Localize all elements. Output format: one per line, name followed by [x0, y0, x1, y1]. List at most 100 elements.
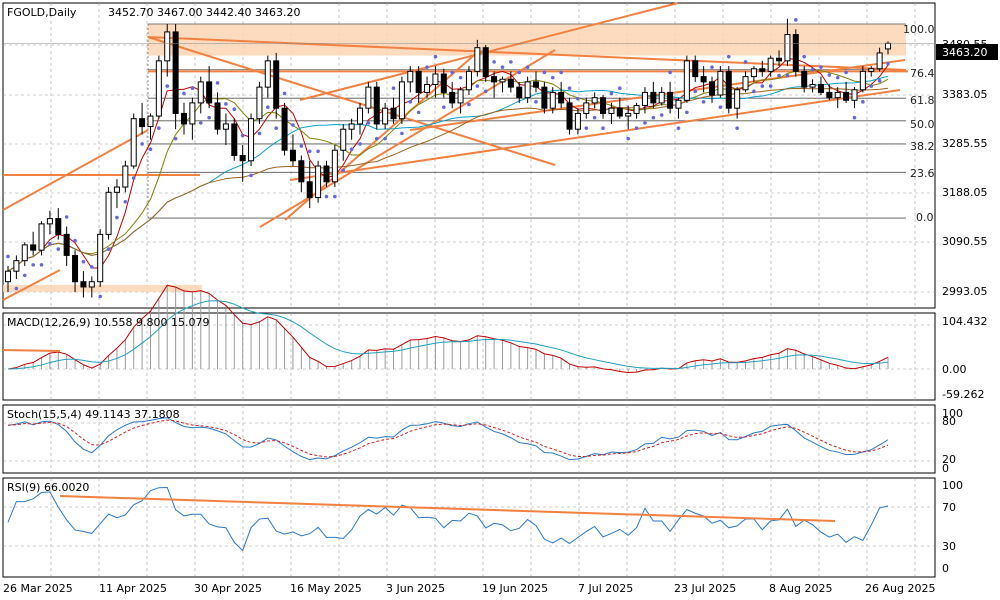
sar-dot [307, 149, 312, 154]
candle-body [189, 102, 196, 125]
fib-label: 61.8 [910, 94, 935, 107]
sar-dot [492, 60, 496, 64]
candle-body [298, 160, 305, 183]
candle-body [356, 107, 364, 125]
sar-dot [685, 110, 689, 115]
fib-label: 50.0 [910, 118, 935, 131]
candle-body [222, 123, 229, 130]
sar-dot [198, 121, 203, 125]
price-panel [2, 2, 936, 309]
stochastic-indicator [7, 417, 889, 461]
sar-dot [567, 86, 572, 90]
candle-body [843, 91, 850, 101]
sar-dot [743, 60, 748, 64]
candle-body [725, 70, 732, 109]
sar-dot [56, 247, 61, 251]
sar-dot [735, 126, 739, 130]
date-label: 19 Jun 2025 [482, 582, 548, 595]
sar-dot [559, 70, 563, 75]
stoch-axis: 100 80 20 0 [942, 407, 963, 475]
candle-body [424, 84, 431, 93]
candle-body [750, 68, 757, 78]
macd-tick: 104.432 [942, 315, 988, 328]
candle-body [147, 115, 154, 128]
candle-body [72, 254, 79, 283]
candle-body [583, 102, 590, 114]
candle-body [105, 191, 112, 235]
sar-dot [542, 70, 547, 75]
candle-body [398, 81, 405, 120]
rsi-line [7, 486, 889, 552]
candle-body [264, 60, 271, 88]
sar-dot [81, 259, 86, 264]
sar-dot [90, 265, 94, 269]
candle-body [306, 181, 313, 199]
candle-body [641, 91, 648, 107]
candle-body [390, 107, 397, 120]
trendline [289, 89, 901, 181]
candle-body [876, 52, 883, 70]
price-tick: 2993.05 [942, 285, 988, 298]
moving-average-line [7, 58, 889, 272]
stoch-panel [2, 404, 936, 474]
candle-body [658, 91, 665, 104]
candle-body [859, 70, 866, 91]
candle-body [30, 244, 37, 251]
date-axis: 26 Mar 2025 11 Apr 2025 30 Apr 2025 16 M… [3, 582, 935, 595]
candle-body [482, 47, 489, 78]
date-label: 26 Mar 2025 [3, 582, 73, 595]
sar-dot [123, 199, 128, 204]
sar-dot [852, 115, 857, 120]
sar-dot [668, 70, 672, 75]
sar-dot [483, 89, 488, 94]
candle-body [449, 91, 456, 104]
sar-dot [182, 91, 186, 96]
candle-body [817, 84, 824, 93]
sar-dot [207, 115, 211, 120]
rsi-tick: 30 [942, 540, 956, 553]
candlesticks [3, 18, 935, 298]
date-label: 26 Aug 2025 [865, 582, 935, 595]
candle-body [600, 97, 607, 114]
rsi-tick: 0 [942, 562, 949, 575]
candle-body [767, 57, 774, 72]
candle-body [884, 42, 892, 50]
candle-body [784, 34, 791, 62]
candle-body [708, 81, 716, 96]
sar-dot [282, 91, 287, 96]
macd-tick: 0.00 [942, 363, 967, 376]
sar-dot [827, 73, 832, 77]
macd-panel [2, 312, 936, 401]
trendline [2, 129, 149, 211]
sar-dot [777, 73, 781, 78]
sar-dot [131, 176, 136, 180]
candle-body [608, 107, 615, 114]
candle-body [868, 68, 875, 72]
price-tick: 3188.05 [942, 186, 988, 199]
candle-body [130, 118, 137, 167]
candle-body [440, 73, 447, 93]
trendline [2, 269, 61, 301]
rsi-tick: 70 [942, 501, 956, 514]
sar-dot [886, 61, 890, 66]
candle-body [566, 102, 573, 130]
candle-body [340, 128, 347, 151]
sar-dot [215, 81, 220, 85]
sar-dot [299, 144, 304, 148]
candle-body [759, 68, 766, 72]
trendlines [2, 2, 908, 301]
candle-body [457, 89, 464, 104]
sar-dot [232, 107, 237, 112]
sar-dot [173, 136, 178, 141]
sar-dot [358, 142, 362, 146]
sar-dot [618, 86, 622, 90]
sar-dot [349, 147, 354, 151]
fib-label: 23.6 [910, 167, 935, 180]
current-price-tag: 3463.20 [936, 44, 998, 60]
candle-body [256, 86, 263, 120]
sar-dot [785, 73, 790, 78]
candle-body [491, 76, 498, 83]
candle-body [826, 91, 833, 99]
moving-average-line [7, 87, 889, 272]
symbol-label: FGOLD,Daily [7, 6, 77, 19]
